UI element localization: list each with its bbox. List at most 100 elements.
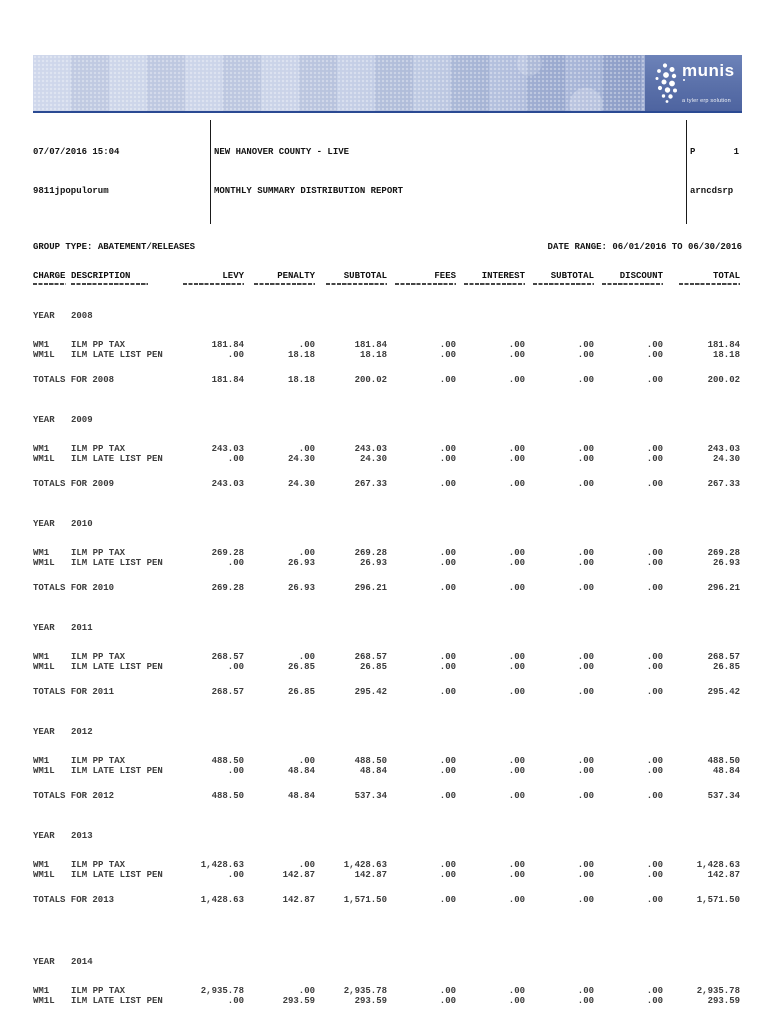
amount-subtotal1: 26.93 [359,558,387,568]
charge-description: ILM LATE LIST PEN [71,558,163,568]
amount-total: 181.84 [707,339,740,350]
report-header: 07/07/2016 15:04 9811jpopulorum NEW HANO… [33,120,742,224]
amount-fees: .00 [439,996,456,1006]
totals-label: TOTALS FOR 2011 [33,686,115,697]
charge-row-wm1: WM1 ILM PP TAX 181.84 .00 181.84 .00 .00 .00 .00… [33,340,742,351]
amount-subtotal2: .00 [577,766,594,776]
totals-amount-subtotal1: 296.21 [354,582,387,593]
totals-amount-fees: .00 [439,478,456,489]
charge-description: ILM LATE LIST PEN [71,454,163,464]
table-header-row: CHARGE DESCRIPTION LEVY PENALTY SUBTOTAL FEES… [33,271,742,282]
amount-levy: 488.50 [211,755,244,766]
totals-amount-subtotal1: 267.33 [354,478,387,489]
munis-dots-icon [655,63,677,103]
totals-amount-discount: .00 [646,374,663,385]
underline-dashes [326,283,387,285]
amount-levy: 181.84 [211,339,244,350]
totals-amount-subtotal2: .00 [577,790,594,801]
totals-amount-subtotal2: .00 [577,478,594,489]
totals-amount-subtotal1: 1,571.50 [343,894,387,905]
amount-penalty: .00 [298,651,315,662]
year-row: YEAR 2014 [33,957,742,968]
amount-total: 2,935.78 [696,985,740,996]
amount-interest: .00 [508,547,525,558]
charge-description: ILM LATE LIST PEN [71,662,163,672]
totals-amount-levy: 1,428.63 [200,894,244,905]
amount-subtotal2: .00 [577,651,594,662]
year-row: YEAR 2010 [33,519,742,530]
date-range-value: 06/01/2016 TO 06/30/2016 [612,242,742,252]
amount-interest: .00 [508,443,525,454]
amount-subtotal2: .00 [577,985,594,996]
totals-amount-fees: .00 [439,686,456,697]
group-type: GROUP TYPE: ABATEMENT/RELEASES [33,242,195,253]
charge-code: WM1 [33,651,50,662]
column-header-total: TOTAL [712,270,740,281]
munis-tagline: a tyler erp solution [682,98,731,104]
underline-dashes [183,283,244,285]
amount-interest: .00 [508,651,525,662]
charge-description: ILM LATE LIST PEN [71,350,163,360]
page-number-row: P 1 [690,146,742,159]
amount-fees: .00 [439,766,456,776]
charge-description: ILM LATE LIST PEN [71,996,163,1006]
amount-subtotal2: .00 [577,547,594,558]
underline-dashes [679,283,740,285]
amount-levy: .00 [227,766,244,776]
charge-row-wm1: WM1 ILM PP TAX 2,935.78 .00 2,935.78 .00 .00 .0… [33,986,742,997]
totals-amount-subtotal1: 295.42 [354,686,387,697]
underline-dashes [464,283,525,285]
charge-row-wm1: WM1 ILM PP TAX 243.03 .00 243.03 .00 .00 .00 .00… [33,444,742,455]
amount-fees: .00 [439,350,456,360]
year-totals-row: TOTALS FOR 2011 268.57 26.85 295.42 .00 .00 .0… [33,687,742,698]
charge-description: ILM PP TAX [71,443,126,454]
amount-levy: .00 [227,662,244,672]
amount-subtotal1: 26.85 [359,662,387,672]
totals-amount-penalty: 26.93 [287,582,315,593]
report-title: MONTHLY SUMMARY DISTRIBUTION REPORT [214,186,404,196]
totals-amount-total: 296.21 [707,582,740,593]
charge-code: WM1 [33,547,50,558]
totals-amount-penalty: 142.87 [282,894,315,905]
column-header-fees: FEES [434,270,456,281]
year-section-2012: YEAR 2012 WM1 ILM PP TAX 488.50.00 488.50.00.… [33,727,742,801]
amount-penalty: .00 [298,443,315,454]
charge-code: WM1 [33,859,50,870]
totals-amount-total: 200.02 [707,374,740,385]
totals-amount-levy: 243.03 [211,478,244,489]
year-section-2013: YEAR 2013 WM1 ILM PP TAX 1,428.63.00 1,428.63… [33,831,742,905]
charge-row-wm1l: WM1L ILM LATE LIST PEN .00 26.93 26.93 .00 .00… [33,558,742,569]
year-totals-row: TOTALS FOR 2009 243.03 24.30 267.33 .00 .00 .0… [33,479,742,490]
totals-label: TOTALS FOR 2009 [33,478,115,489]
amount-discount: .00 [646,662,663,672]
column-header-underline [173,281,244,287]
amount-subtotal1: 2,935.78 [343,985,387,996]
amount-subtotal2: .00 [577,996,594,1006]
totals-amount-total: 1,571.50 [696,894,740,905]
report-code: arncdsrp [690,186,734,196]
amount-fees: .00 [439,755,456,766]
charge-row-wm1l: WM1L ILM LATE LIST PEN .00 48.84 48.84 .00 .00… [33,766,742,777]
totals-amount-total: 295.42 [707,686,740,697]
amount-discount: .00 [646,454,663,464]
report-meta-row: GROUP TYPE: ABATEMENT/RELEASES DATE RANG… [33,242,742,253]
year-row: YEAR 2013 [33,831,742,842]
amount-penalty: .00 [298,547,315,558]
amount-interest: .00 [508,755,525,766]
column-header-underline [387,281,456,287]
group-type-value: ABATEMENT/RELEASES [97,242,196,252]
amount-total: 26.85 [712,662,740,672]
totals-label: TOTALS FOR 2010 [33,582,115,593]
amount-fees: .00 [439,547,456,558]
amount-subtotal1: 293.59 [354,996,387,1006]
amount-fees: .00 [439,651,456,662]
year-label: YEAR [33,311,55,321]
charge-description: ILM PP TAX [71,339,126,350]
year-value: 2009 [71,415,93,425]
amount-total: 26.93 [712,558,740,568]
amount-total: 293.59 [707,996,740,1006]
amount-interest: .00 [508,996,525,1006]
year-row: YEAR 2012 [33,727,742,738]
amount-discount: .00 [646,985,663,996]
totals-amount-subtotal1: 200.02 [354,374,387,385]
